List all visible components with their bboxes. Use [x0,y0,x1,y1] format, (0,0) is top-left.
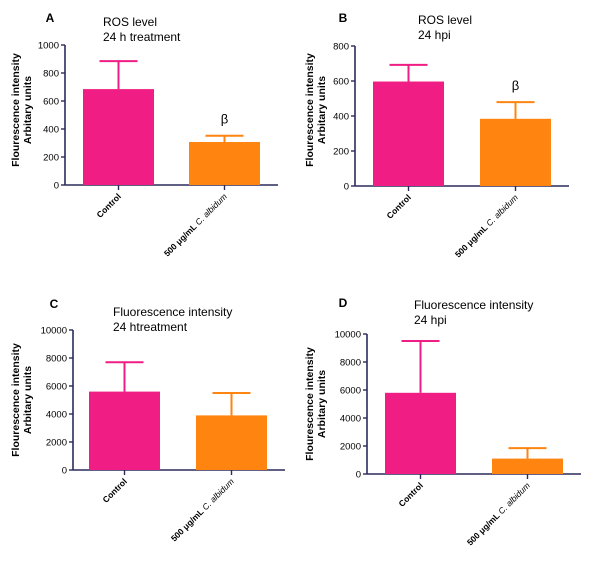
x-category-label: Control [94,191,122,219]
y-axis-label: Flourescence intensity Arbitary units [304,53,328,167]
panel-letter: B [339,11,348,25]
y-tick-label: 0 [54,181,59,192]
y-tick-label: 800 [333,42,349,53]
x-category-label: 500 μg/mL C. albidum [453,192,520,259]
y-tick-label: 4000 [340,414,361,425]
y-axis-label: Flourescence intensity Arbitary units [304,347,328,461]
significance-mark: β [221,112,228,127]
x-category-label: Control [396,480,424,508]
panel-letter: D [339,296,348,310]
y-tick-label: 400 [43,125,59,136]
y-tick-label: 200 [333,147,349,158]
y-tick-label: 0 [356,470,361,481]
bar-treated [196,415,267,470]
y-tick-label: 800 [43,69,59,80]
panel-letter: A [46,11,55,25]
chart-title-line: 24 h treatment [103,30,181,44]
panel-letter: C [50,297,59,311]
x-category-label: Control [384,192,412,220]
y-axis-label-line: Flourescence intensity [10,343,22,457]
y-axis-label-line: Flourescence intensity [304,347,316,461]
chart-title-line: ROS level [418,13,472,27]
bar-control [83,89,154,185]
chart-title-line: 24 hpi [418,28,451,42]
y-tick-label: 2000 [340,442,361,453]
x-category-label: 500 μg/mL C. albidum [169,476,236,543]
y-axis-label-line: Arbitary units [316,76,328,144]
bar-treated [492,458,563,474]
y-tick-label: 2000 [46,438,67,449]
y-axis-label-line: Flourescence intensity [10,53,22,167]
y-tick-label: 4000 [46,410,67,421]
chart-title-line: 24 htreatment [113,320,188,334]
y-tick-label: 10000 [41,326,67,337]
y-axis-label-line: Arbitary units [316,370,328,438]
y-axis-label: Flourescence intensity Arbitary units [10,53,34,167]
bar-treated [480,118,551,186]
y-tick-label: 8000 [46,354,67,365]
y-tick-label: 400 [333,112,349,123]
y-tick-label: 6000 [340,386,361,397]
y-axis-label-line: Flourescence intensity [304,53,316,167]
y-tick-label: 6000 [46,382,67,393]
y-tick-label: 600 [333,77,349,88]
x-category-label: 500 μg/mL C. albidum [465,480,532,547]
chart-title-line: Fluorescence intensity [414,298,533,312]
bar-control [89,391,160,470]
y-axis-label-line: Arbitary units [22,366,34,434]
y-tick-label: 0 [62,466,67,477]
y-tick-label: 200 [43,153,59,164]
y-axis-label: Flourescence intensity Arbitary units [10,343,34,457]
y-tick-label: 1000 [38,41,59,52]
y-axis-label-line: Arbitary units [22,76,34,144]
chart-title-line: 24 hpi [414,313,447,327]
significance-mark: β [512,78,519,93]
y-tick-label: 600 [43,97,59,108]
bar-control [385,392,456,474]
bar-control [373,81,444,186]
x-category-label: 500 μg/mL C. albidum [162,191,229,258]
chart-title-line: Fluorescence intensity [113,305,232,319]
chart-title-line: ROS level [103,15,157,29]
y-tick-label: 8000 [340,358,361,369]
bar-treated [189,142,260,185]
x-category-label: Control [100,476,128,504]
y-tick-label: 0 [344,182,349,193]
y-tick-label: 10000 [335,330,361,341]
